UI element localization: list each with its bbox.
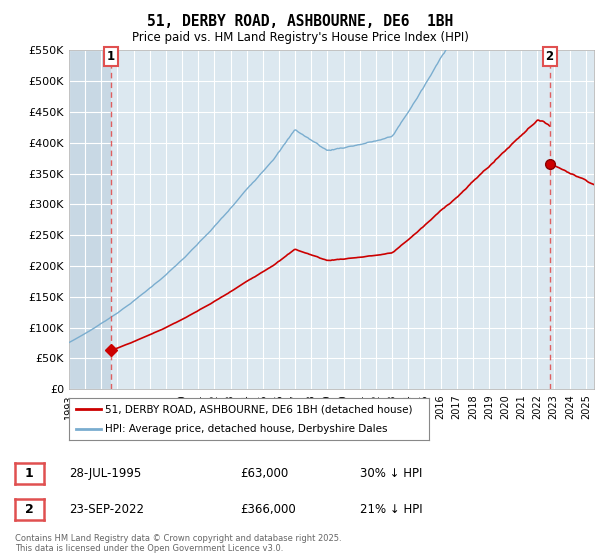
Text: 1: 1: [107, 50, 115, 63]
Text: 28-JUL-1995: 28-JUL-1995: [69, 466, 141, 480]
Text: 51, DERBY ROAD, ASHBOURNE, DE6  1BH: 51, DERBY ROAD, ASHBOURNE, DE6 1BH: [147, 14, 453, 29]
Text: £366,000: £366,000: [240, 503, 296, 516]
Text: 30% ↓ HPI: 30% ↓ HPI: [360, 466, 422, 480]
Text: HPI: Average price, detached house, Derbyshire Dales: HPI: Average price, detached house, Derb…: [105, 424, 388, 434]
Text: Price paid vs. HM Land Registry's House Price Index (HPI): Price paid vs. HM Land Registry's House …: [131, 31, 469, 44]
Text: 23-SEP-2022: 23-SEP-2022: [69, 503, 144, 516]
Text: 1: 1: [25, 466, 34, 480]
Text: Contains HM Land Registry data © Crown copyright and database right 2025.
This d: Contains HM Land Registry data © Crown c…: [15, 534, 341, 553]
Text: 21% ↓ HPI: 21% ↓ HPI: [360, 503, 422, 516]
Polygon shape: [69, 50, 111, 389]
Text: £63,000: £63,000: [240, 466, 288, 480]
Text: 2: 2: [545, 50, 554, 63]
Text: 2: 2: [25, 503, 34, 516]
Text: 51, DERBY ROAD, ASHBOURNE, DE6 1BH (detached house): 51, DERBY ROAD, ASHBOURNE, DE6 1BH (deta…: [105, 404, 413, 414]
